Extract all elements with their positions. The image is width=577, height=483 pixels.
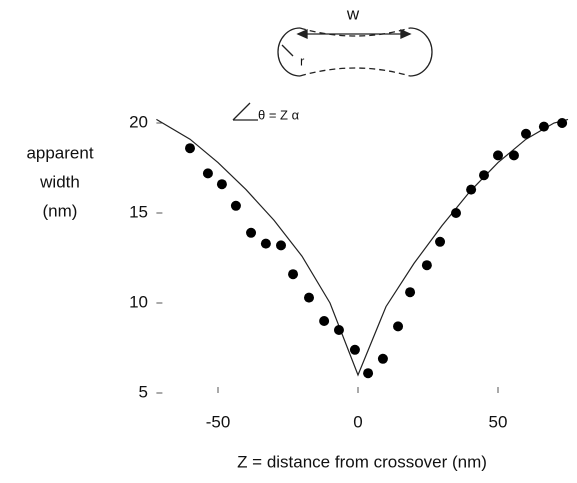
data-point bbox=[479, 170, 489, 180]
y-axis-label: apparent bbox=[26, 143, 93, 162]
x-tick-label: 50 bbox=[489, 412, 508, 431]
data-point bbox=[405, 287, 415, 297]
data-point bbox=[231, 201, 241, 211]
annotation: w bbox=[346, 4, 360, 23]
data-point bbox=[261, 239, 271, 249]
data-point bbox=[246, 228, 256, 238]
data-point bbox=[350, 345, 360, 355]
data-point bbox=[393, 321, 403, 331]
data-point bbox=[304, 293, 314, 303]
data-point bbox=[539, 122, 549, 132]
inset-top-edge bbox=[300, 28, 410, 36]
chart: w r θ = Z α apparent width (nm) Z = dist… bbox=[0, 0, 577, 478]
x-tick-label: -50 bbox=[206, 412, 231, 431]
y-tick-label: 20 bbox=[129, 112, 148, 131]
y-tick-label: 15 bbox=[129, 202, 148, 221]
annotation: θ = Z α bbox=[258, 107, 300, 122]
data-point bbox=[509, 150, 519, 160]
data-point bbox=[217, 179, 227, 189]
data-point bbox=[557, 118, 567, 128]
y-tick-label: 10 bbox=[129, 292, 148, 311]
data-point bbox=[276, 240, 286, 250]
y-axis-label: (nm) bbox=[43, 201, 78, 220]
inset-right-end bbox=[410, 28, 432, 76]
data-point bbox=[435, 237, 445, 247]
data-point bbox=[363, 368, 373, 378]
data-point bbox=[288, 269, 298, 279]
data-point bbox=[466, 185, 476, 195]
radius-arrow bbox=[282, 45, 293, 56]
angle-symbol bbox=[233, 103, 258, 120]
model-line bbox=[156, 119, 568, 375]
data-point bbox=[334, 325, 344, 335]
y-axis-label: width bbox=[39, 172, 80, 191]
data-point bbox=[493, 150, 503, 160]
x-tick-label: 0 bbox=[353, 412, 362, 431]
data-point bbox=[521, 129, 531, 139]
data-point bbox=[422, 260, 432, 270]
data-point bbox=[378, 354, 388, 364]
x-axis-label: Z = distance from crossover (nm) bbox=[237, 452, 487, 471]
data-point bbox=[319, 316, 329, 326]
inset-bottom-edge bbox=[300, 68, 410, 76]
annotation: r bbox=[300, 53, 305, 68]
y-tick-label: 5 bbox=[139, 382, 148, 401]
data-point bbox=[203, 168, 213, 178]
inset-diagram bbox=[233, 28, 432, 120]
data-point bbox=[185, 143, 195, 153]
data-point bbox=[451, 208, 461, 218]
